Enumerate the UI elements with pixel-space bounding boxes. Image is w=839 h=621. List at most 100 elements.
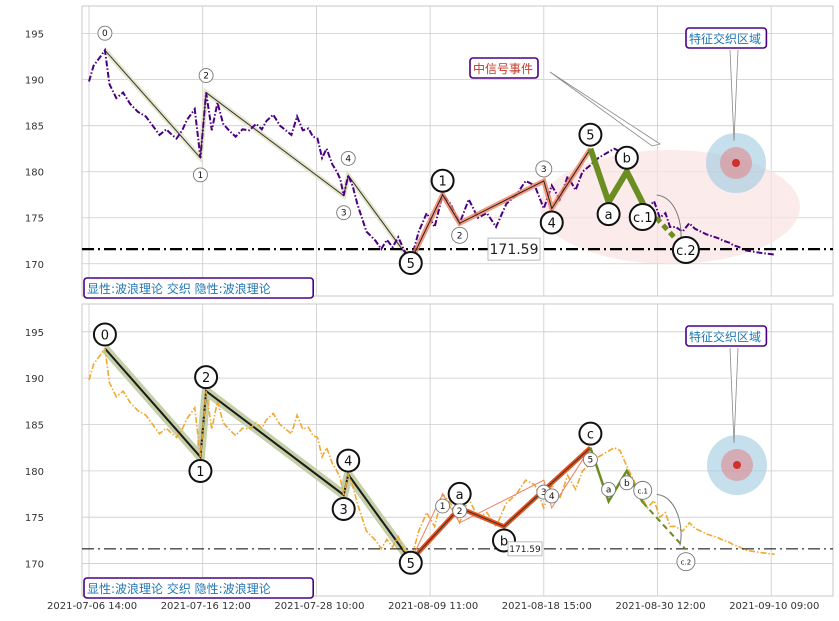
wave-label-circle — [535, 160, 553, 178]
wave-label: b — [624, 479, 630, 489]
wave-label-circle — [614, 145, 639, 170]
wave-label: c.1 — [637, 487, 648, 495]
reference-value-label: 171.59 — [509, 545, 541, 555]
wave-label: c.2 — [681, 559, 692, 567]
wave-label-circle — [336, 448, 361, 473]
wave-label-circle — [619, 475, 635, 491]
wave-label-circle — [398, 550, 423, 575]
y-tick-label: 190 — [25, 374, 44, 385]
wave-arrow — [656, 493, 682, 546]
wave-label-circle — [582, 452, 598, 468]
y-tick-label: 180 — [25, 168, 44, 179]
x-tick-label: 2021-08-30 12:00 — [616, 601, 706, 612]
wave-label: 4 — [548, 217, 556, 232]
theory-label-box — [83, 577, 314, 599]
down-wave — [587, 147, 646, 210]
wave-label: 4 — [345, 154, 351, 164]
y-tick-label: 175 — [25, 214, 44, 225]
down-wave-tail — [641, 501, 687, 551]
y-tick-label: 185 — [25, 421, 44, 432]
wave-label-circle — [336, 205, 352, 221]
wave-label-circle — [671, 235, 700, 264]
wave-label: 3 — [340, 503, 348, 518]
price-series-line — [88, 47, 775, 264]
y-tick-label: 185 — [25, 122, 44, 133]
wave-label: c.1 — [633, 211, 653, 226]
wave-label: 2 — [457, 231, 463, 241]
wave-label-circle — [192, 167, 208, 183]
wave-label-circle — [92, 322, 117, 347]
wave-label-circle — [676, 552, 696, 572]
wave-label: 5 — [407, 257, 415, 272]
impulse-line — [104, 49, 412, 262]
wave-label: a — [605, 208, 613, 223]
wave-label-circle — [188, 458, 213, 483]
feature-zone-label: 特征交织区域 — [689, 31, 761, 46]
wave-label: 1 — [196, 465, 204, 480]
wave-label: 2 — [202, 371, 210, 386]
wave-label-circle — [430, 168, 455, 193]
x-tick-label: 2021-07-28 10:00 — [274, 601, 364, 612]
wave-label-circle — [398, 251, 423, 276]
y-tick-label: 175 — [25, 513, 44, 524]
wave-label-circle — [633, 480, 653, 500]
theory-label: 显性:波浪理论 交织 隐性:波浪理论 — [87, 581, 271, 596]
wave-label-circle — [331, 496, 356, 521]
x-axis: 2021-07-06 14:00 2021-07-16 12:00 2021-07-… — [47, 601, 819, 612]
theory-label-box — [83, 277, 314, 299]
wave-label: c — [587, 428, 594, 443]
wave-label-circle — [194, 365, 219, 390]
wave-label: b — [623, 152, 631, 167]
wave-label-circle — [539, 210, 564, 235]
reference-value-box — [507, 541, 543, 557]
y-tick-label: 190 — [25, 76, 44, 87]
wave-label-circle — [97, 25, 113, 41]
plot-frame — [81, 5, 834, 297]
wave-label: 5 — [407, 557, 415, 572]
feature-zone-label: 特征交织区域 — [689, 329, 761, 344]
wave-label: 3 — [541, 488, 547, 498]
wave-label: 0 — [102, 29, 108, 39]
wave-label: 2 — [203, 72, 209, 82]
price-series-line — [88, 346, 775, 563]
top-panel: 170 175 180 185 190 195 0 1 2 3 4 5 1 2 3 4 5 a b c.1 c.2 171… — [25, 5, 834, 299]
wave-label: 5 — [588, 456, 594, 466]
wave-label: 2 — [457, 507, 463, 517]
signal-event-label-box — [469, 57, 539, 79]
feature-zone-label-box — [685, 325, 768, 347]
wave-label: 3 — [341, 209, 347, 219]
wave-label-circle — [340, 150, 356, 166]
signal-event-label: 中信号事件 — [473, 61, 533, 76]
feature-zone-arrow — [729, 347, 739, 444]
wave-label-circle — [198, 68, 214, 83]
wave-label-circle — [452, 503, 468, 519]
up-wave-core — [410, 148, 591, 262]
wave-label-circle — [544, 488, 560, 504]
wave-label: b — [500, 534, 508, 549]
reference-value-label: 171.59 — [490, 242, 539, 258]
wave-label: 5 — [586, 129, 594, 144]
halo-center — [733, 461, 741, 469]
feature-zone-label-box — [685, 27, 768, 49]
wave-label: 4 — [549, 492, 555, 502]
x-tick-label: 2021-08-09 11:00 — [388, 601, 478, 612]
wave-label-circle — [596, 202, 621, 227]
x-tick-label: 2021-08-18 15:00 — [502, 601, 592, 612]
wave-label: 3 — [541, 165, 547, 175]
impulse-line — [104, 347, 412, 562]
wave-label: a — [606, 485, 612, 495]
wave-label-circle — [451, 226, 469, 244]
wave-label-circle — [601, 481, 617, 497]
y-tick-label: 170 — [25, 560, 44, 571]
wave-label: 1 — [440, 502, 446, 512]
wave-label: 1 — [438, 175, 446, 190]
y-tick-label: 195 — [25, 30, 44, 41]
wave-label-circle — [578, 421, 603, 446]
x-tick-label: 2021-09-10 09:00 — [729, 601, 819, 612]
feature-zone-arrow — [729, 49, 739, 142]
y-tick-label: 180 — [25, 467, 44, 478]
wave-label-circle — [578, 122, 603, 147]
signal-event-arrow — [549, 71, 661, 147]
